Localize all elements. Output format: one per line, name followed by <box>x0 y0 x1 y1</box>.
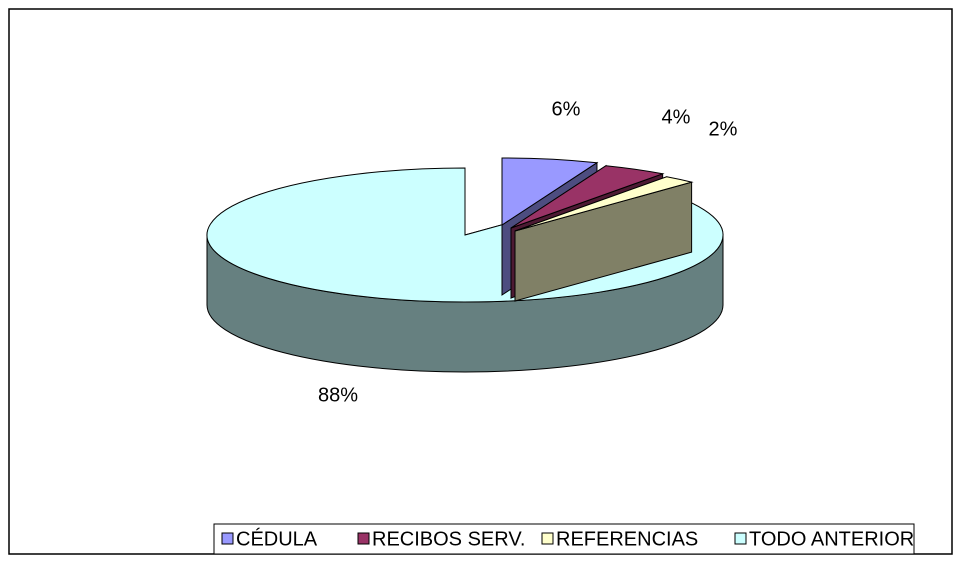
data-label: 6% <box>552 98 581 120</box>
data-label: 88% <box>318 384 358 406</box>
legend-box <box>213 523 915 555</box>
data-label: 2% <box>709 118 738 140</box>
legend-label: REFERENCIAS <box>556 528 698 550</box>
slice <box>501 157 599 226</box>
legend-swatch <box>734 532 747 545</box>
slice <box>514 176 694 232</box>
legend-swatch <box>221 532 234 545</box>
legend-label: CÉDULA <box>236 527 318 550</box>
legend-label: TODO ANTERIOR <box>749 528 914 550</box>
slice <box>510 165 665 229</box>
data-label: 4% <box>662 106 691 128</box>
legend-swatch <box>357 532 370 545</box>
legend-label: RECIBOS SERV. <box>372 528 525 550</box>
legend-swatch <box>541 532 554 545</box>
